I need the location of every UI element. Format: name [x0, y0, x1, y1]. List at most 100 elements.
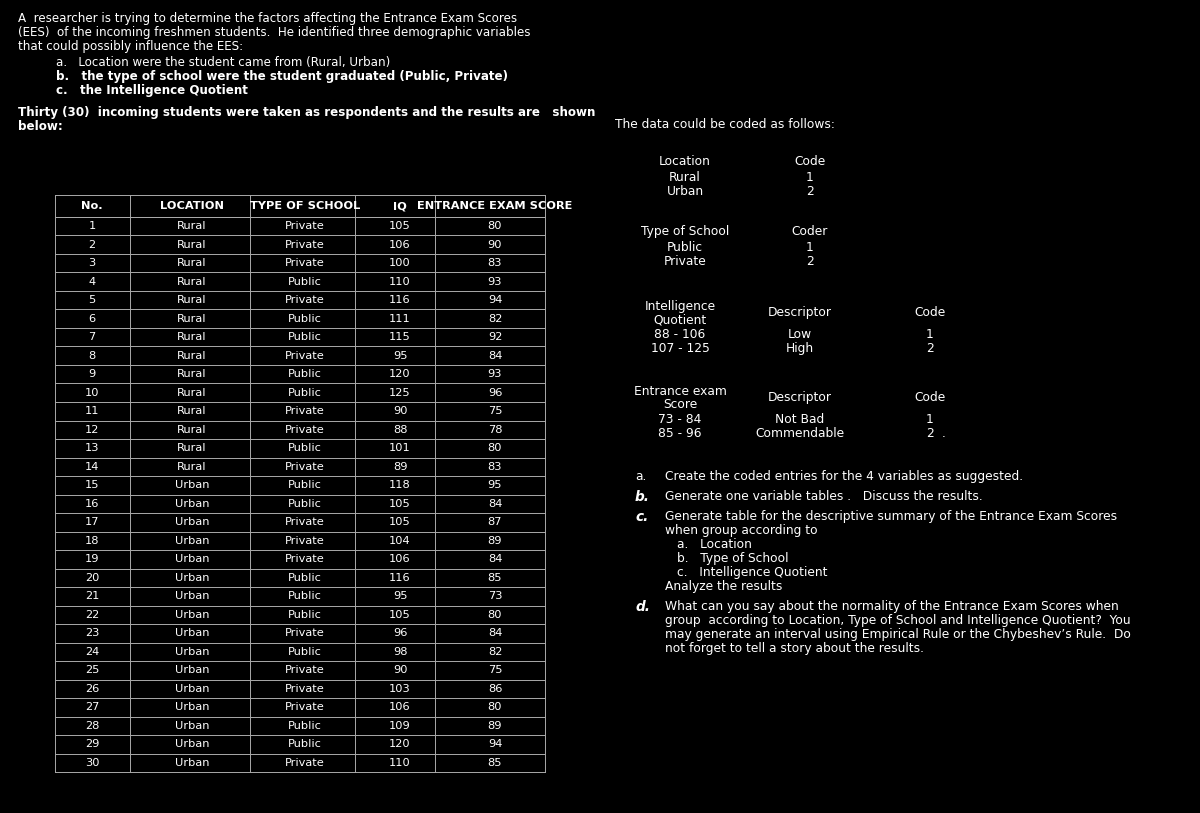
- Text: Public: Public: [288, 369, 322, 379]
- Text: 85 - 96: 85 - 96: [659, 427, 702, 440]
- Text: Public: Public: [667, 241, 703, 254]
- Text: 106: 106: [389, 240, 410, 250]
- Text: 82: 82: [488, 314, 502, 324]
- Text: 85: 85: [487, 572, 503, 583]
- Text: Descriptor: Descriptor: [768, 391, 832, 404]
- Text: A  researcher is trying to determine the factors affecting the Entrance Exam Sco: A researcher is trying to determine the …: [18, 12, 517, 25]
- Text: Location: Location: [659, 155, 710, 168]
- Text: 2: 2: [926, 427, 934, 440]
- Text: Rural: Rural: [178, 443, 206, 454]
- Text: 83: 83: [487, 462, 503, 472]
- Text: 1: 1: [926, 413, 934, 426]
- Text: Rural: Rural: [178, 406, 206, 416]
- Text: .: .: [942, 427, 946, 440]
- Text: 106: 106: [389, 554, 410, 564]
- Text: 88: 88: [392, 424, 407, 435]
- Text: Urban: Urban: [175, 517, 209, 528]
- Text: below:: below:: [18, 120, 62, 133]
- Text: 100: 100: [389, 259, 410, 268]
- Text: Private: Private: [286, 295, 325, 305]
- Text: Urban: Urban: [175, 665, 209, 676]
- Text: 103: 103: [389, 684, 410, 693]
- Text: 105: 105: [389, 610, 410, 620]
- Text: Urban: Urban: [175, 628, 209, 638]
- Text: Public: Public: [288, 480, 322, 490]
- Text: 95: 95: [487, 480, 503, 490]
- Text: Public: Public: [288, 388, 322, 398]
- Text: 27: 27: [85, 702, 100, 712]
- Text: 87: 87: [487, 517, 503, 528]
- Text: b.: b.: [635, 490, 650, 504]
- Text: 15: 15: [85, 480, 100, 490]
- Text: a.: a.: [635, 470, 647, 483]
- Text: 80: 80: [487, 443, 503, 454]
- Text: 6: 6: [89, 314, 96, 324]
- Text: Urban: Urban: [175, 721, 209, 731]
- Text: c.: c.: [635, 510, 648, 524]
- Text: 107 - 125: 107 - 125: [650, 342, 709, 355]
- Text: 80: 80: [487, 610, 503, 620]
- Text: Public: Public: [288, 572, 322, 583]
- Text: 96: 96: [488, 388, 502, 398]
- Text: 20: 20: [85, 572, 100, 583]
- Text: 110: 110: [389, 276, 410, 287]
- Text: Low: Low: [788, 328, 812, 341]
- Text: Urban: Urban: [666, 185, 703, 198]
- Text: 30: 30: [85, 758, 100, 767]
- Text: Public: Public: [288, 333, 322, 342]
- Text: Code: Code: [914, 306, 946, 319]
- Text: a.   Location: a. Location: [677, 538, 752, 551]
- Text: Public: Public: [288, 591, 322, 602]
- Text: Private: Private: [286, 758, 325, 767]
- Text: 93: 93: [487, 369, 503, 379]
- Text: Quotient: Quotient: [653, 313, 707, 326]
- Text: Private: Private: [286, 406, 325, 416]
- Text: 93: 93: [487, 276, 503, 287]
- Text: Urban: Urban: [175, 554, 209, 564]
- Text: Private: Private: [286, 259, 325, 268]
- Text: 22: 22: [85, 610, 100, 620]
- Text: LOCATION: LOCATION: [160, 201, 224, 211]
- Text: 24: 24: [85, 647, 100, 657]
- Text: Thirty (30)  incoming students were taken as respondents and the results are   s: Thirty (30) incoming students were taken…: [18, 106, 595, 119]
- Text: 89: 89: [487, 536, 503, 546]
- Text: 105: 105: [389, 221, 410, 231]
- Text: Rural: Rural: [178, 221, 206, 231]
- Text: Private: Private: [286, 702, 325, 712]
- Text: 2: 2: [89, 240, 96, 250]
- Text: Urban: Urban: [175, 684, 209, 693]
- Text: Create the coded entries for the 4 variables as suggested.: Create the coded entries for the 4 varia…: [665, 470, 1024, 483]
- Text: b.   Type of School: b. Type of School: [677, 552, 788, 565]
- Text: 110: 110: [389, 758, 410, 767]
- Text: Urban: Urban: [175, 610, 209, 620]
- Text: Rural: Rural: [178, 388, 206, 398]
- Text: 14: 14: [85, 462, 100, 472]
- Text: Private: Private: [286, 536, 325, 546]
- Text: Rural: Rural: [178, 333, 206, 342]
- Text: 92: 92: [488, 333, 502, 342]
- Text: IQ: IQ: [394, 201, 407, 211]
- Text: 23: 23: [85, 628, 100, 638]
- Text: Not Bad: Not Bad: [775, 413, 824, 426]
- Text: 2: 2: [926, 342, 934, 355]
- Text: No.: No.: [82, 201, 103, 211]
- Text: Descriptor: Descriptor: [768, 306, 832, 319]
- Text: 96: 96: [392, 628, 407, 638]
- Text: 84: 84: [488, 350, 502, 361]
- Text: Private: Private: [286, 684, 325, 693]
- Text: Code: Code: [794, 155, 826, 168]
- Text: ENTRANCE EXAM SCORE: ENTRANCE EXAM SCORE: [418, 201, 572, 211]
- Text: 18: 18: [85, 536, 100, 546]
- Text: Analyze the results: Analyze the results: [665, 580, 782, 593]
- Text: 1: 1: [806, 171, 814, 184]
- Text: a.   Location were the student came from (Rural, Urban): a. Location were the student came from (…: [56, 56, 390, 69]
- Text: 90: 90: [392, 406, 407, 416]
- Text: Private: Private: [286, 665, 325, 676]
- Text: 120: 120: [389, 739, 410, 750]
- Text: Public: Public: [288, 498, 322, 509]
- Text: 2: 2: [806, 255, 814, 268]
- Text: 73: 73: [487, 591, 503, 602]
- Text: 94: 94: [488, 739, 502, 750]
- Text: when group according to: when group according to: [665, 524, 817, 537]
- Text: 10: 10: [85, 388, 100, 398]
